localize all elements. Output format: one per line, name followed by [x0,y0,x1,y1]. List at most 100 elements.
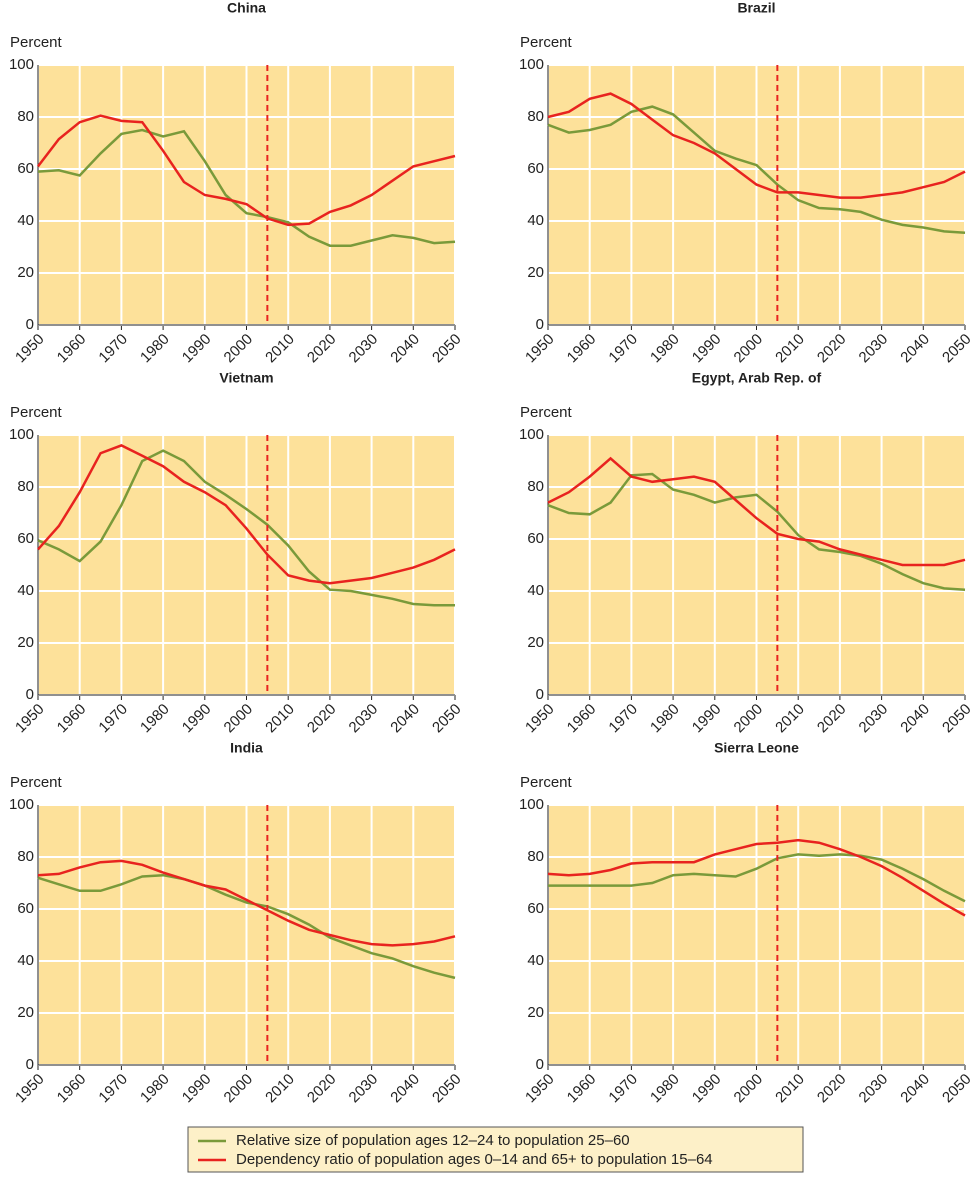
y-axis-label: Percent [10,34,63,51]
chart-title: India [230,740,263,756]
x-tick-label: 2030 [856,331,892,367]
y-tick-label: 0 [26,686,34,703]
x-tick-label: 1970 [95,701,131,737]
x-tick-label: 2010 [772,701,808,737]
y-tick-label: 80 [17,848,34,865]
x-tick-label: 2020 [304,701,340,737]
x-tick-label: 1970 [95,1071,131,1107]
x-tick-label: 1950 [12,331,48,367]
x-tick-label: 1960 [54,331,90,367]
chart-title: Egypt, Arab Rep. of [692,370,822,386]
x-tick-label: 1990 [179,331,215,367]
x-tick-label: 1950 [522,701,558,737]
x-tick-label: 1990 [179,701,215,737]
data-line [37,444,456,585]
y-tick-label: 60 [17,900,34,917]
x-tick-label: 1980 [647,1071,683,1107]
x-tick-label: 2000 [221,331,257,367]
y-tick-label: 100 [519,796,544,813]
x-tick-label: 2010 [262,1071,298,1107]
y-tick-label: 0 [536,686,544,703]
legend-label: Dependency ratio of population ages 0–14… [236,1151,713,1168]
x-tick-label: 1970 [605,331,641,367]
y-tick-label: 40 [17,212,34,229]
y-tick-label: 20 [17,1004,34,1021]
x-tick-label: 2040 [897,1071,933,1107]
x-tick-label: 1990 [689,1071,725,1107]
y-axis-label: Percent [520,404,573,421]
x-tick-label: 2000 [221,701,257,737]
x-tick-label: 1950 [522,1071,558,1107]
data-line [547,92,966,199]
x-tick-label: 1950 [522,331,558,367]
x-tick-label: 2040 [897,331,933,367]
y-tick-label: 40 [17,952,34,969]
y-tick-label: 0 [536,1056,544,1073]
data-line [37,859,456,947]
x-tick-label: 1970 [605,701,641,737]
x-tick-label: 1960 [54,1071,90,1107]
legend-box [187,1126,804,1173]
y-tick-label: 60 [527,160,544,177]
chart-title: China [227,0,266,16]
x-tick-label: 1980 [137,1071,173,1107]
x-tick-label: 2040 [387,1071,423,1107]
x-tick-label: 2000 [731,1071,767,1107]
x-tick-label: 1980 [137,701,173,737]
x-tick-label: 1980 [647,331,683,367]
x-tick-label: 2040 [387,701,423,737]
x-tick-label: 1950 [12,1071,48,1107]
y-tick-label: 60 [17,530,34,547]
y-tick-label: 100 [9,56,34,73]
data-line [37,873,456,980]
y-tick-label: 100 [9,796,34,813]
y-axis-label: Percent [520,774,573,791]
x-tick-label: 1970 [95,331,131,367]
y-axis-label: Percent [520,34,573,51]
y-tick-label: 100 [9,426,34,443]
x-tick-label: 2010 [262,331,298,367]
y-tick-label: 80 [17,478,34,495]
y-tick-label: 0 [26,1056,34,1073]
data-line [548,853,966,903]
x-tick-label: 2020 [304,331,340,367]
y-tick-label: 20 [527,264,544,281]
x-tick-label: 2030 [346,331,382,367]
x-tick-label: 2050 [939,1071,972,1107]
x-tick-label: 1960 [54,701,90,737]
x-tick-label: 2020 [814,331,850,367]
x-tick-label: 2010 [772,331,808,367]
x-tick-label: 2050 [939,331,972,367]
y-tick-label: 80 [527,478,544,495]
x-tick-label: 2050 [429,1071,465,1107]
y-tick-label: 60 [527,530,544,547]
x-tick-label: 1970 [605,1071,641,1107]
x-tick-label: 1980 [137,331,173,367]
x-tick-label: 1980 [647,701,683,737]
x-tick-label: 2010 [772,1071,808,1107]
x-tick-label: 2050 [939,701,972,737]
y-tick-label: 0 [536,316,544,333]
x-tick-label: 1990 [689,701,725,737]
data-line [37,114,456,227]
y-tick-label: 40 [527,582,544,599]
y-tick-label: 20 [527,1004,544,1021]
legend-label: Relative size of population ages 12–24 t… [236,1132,630,1149]
chart-title: Sierra Leone [714,740,799,756]
y-axis-label: Percent [10,774,63,791]
x-tick-label: 1990 [689,331,725,367]
x-tick-label: 1960 [564,701,600,737]
data-line [37,128,456,247]
y-tick-label: 20 [17,264,34,281]
data-line [547,456,966,567]
x-tick-label: 2020 [304,1071,340,1107]
x-tick-label: 2000 [731,331,767,367]
x-tick-label: 2000 [221,1071,257,1107]
data-line [37,449,455,607]
y-tick-label: 40 [527,212,544,229]
x-tick-label: 2030 [346,701,382,737]
y-tick-label: 100 [519,426,544,443]
x-tick-label: 2050 [429,701,465,737]
chart-title: Vietnam [219,370,273,386]
